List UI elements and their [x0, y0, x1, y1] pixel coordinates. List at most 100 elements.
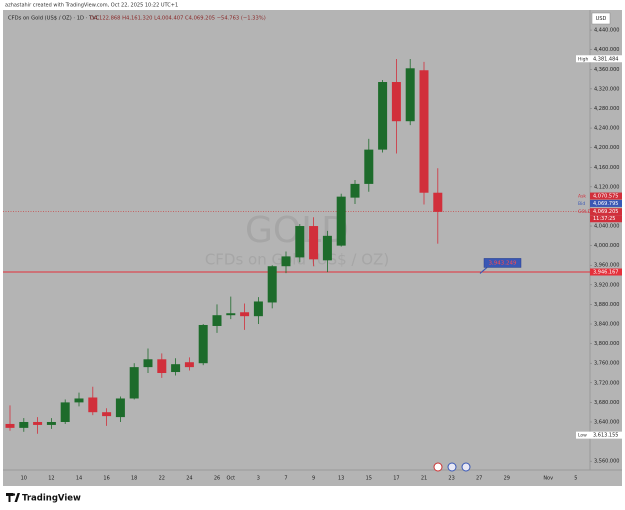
candle-body [226, 313, 236, 316]
candle-body [74, 398, 84, 403]
x-tick-label: 13 [338, 476, 344, 482]
symbol-line: CFDs on Gold (US$ / OZ) · 1D · TVC [8, 16, 100, 22]
y-tick-label: 4,280.000 [594, 106, 619, 112]
price-tag [590, 431, 622, 439]
x-tick-label: 23 [448, 476, 454, 482]
x-tick-label: 10 [21, 476, 27, 482]
price-tag-label: 4,069.795 [593, 201, 618, 207]
x-tick-label: 3 [257, 476, 260, 482]
y-tick-label: 4,320.000 [594, 86, 619, 92]
price-tag-label: 4,381.484 [593, 56, 618, 62]
currency-box[interactable] [591, 12, 611, 25]
x-tick-label: 16 [103, 476, 109, 482]
y-tick-label: 3,720.000 [594, 380, 619, 386]
logo-dot [12, 493, 16, 496]
candle-body [33, 421, 43, 425]
candle-body [433, 192, 443, 212]
countdown-box [590, 215, 622, 223]
candle-body [171, 364, 181, 373]
candle-body [129, 367, 139, 399]
x-tick-label: Nov [543, 476, 553, 482]
x-tick-label: 12 [48, 476, 54, 482]
y-tick-label: 3,840.000 [594, 322, 619, 328]
currency[interactable]: USD [596, 16, 607, 22]
x-tick-label: 5 [574, 476, 577, 482]
candle-body [157, 359, 167, 374]
y-tick-label: 4,440.000 [594, 28, 619, 34]
icon[interactable] [433, 462, 443, 472]
x-tick-label: 29 [504, 476, 510, 482]
candle-body [115, 398, 125, 418]
candle-body [60, 402, 70, 422]
icon[interactable] [461, 462, 471, 472]
y-tick-label: 4,240.000 [594, 126, 619, 132]
candle-body [5, 423, 15, 428]
y-tick-label: 4,360.000 [594, 67, 619, 73]
candle-body [184, 362, 194, 368]
candle-body [322, 235, 332, 261]
candle-body [267, 266, 277, 303]
tag-name-box [576, 431, 590, 439]
candle-body [419, 70, 429, 193]
candle-body [253, 301, 263, 317]
y-tick-label: 4,200.000 [594, 145, 619, 151]
y-tick-label: 4,120.000 [594, 184, 619, 190]
candle-body [364, 149, 374, 184]
y-tick-label: 3,800.000 [594, 341, 619, 347]
x-tick-label: 17 [393, 476, 399, 482]
brand: TradingView [22, 494, 81, 504]
y-tick-label: 3,880.000 [594, 302, 619, 308]
y-tick-label: 3,560.000 [594, 459, 619, 465]
price-tag-name: GOLD [578, 209, 592, 215]
y-tick-label: 3,960.000 [594, 263, 619, 269]
y-tick-label: 4,400.000 [594, 47, 619, 53]
candle-body [19, 421, 29, 428]
candle-body [391, 82, 401, 122]
level-tag-label: 3,946.167 [593, 270, 618, 276]
x-tick-label: 7 [284, 476, 287, 482]
x-tick-label: 9 [312, 476, 315, 482]
y-tick-label: 4,040.000 [594, 224, 619, 230]
candle-body [212, 315, 222, 326]
price-tag [590, 55, 622, 63]
x-tick-label: Oct [226, 476, 235, 482]
price-tag-name: Ask [578, 194, 586, 200]
annotation-pointer [479, 267, 488, 274]
x-tick-label: 21 [421, 476, 427, 482]
price-tag-name: High [578, 56, 588, 62]
candle-body [46, 421, 56, 425]
x-tick-label: 14 [76, 476, 82, 482]
candle-body [198, 324, 208, 364]
countdown: 11:37:25 [593, 216, 615, 222]
candle-body [405, 68, 415, 122]
price-tag-label: 4,069.205 [593, 209, 618, 215]
candle-body [295, 226, 305, 258]
candle-body [378, 82, 388, 150]
x-tick-label: 27 [476, 476, 482, 482]
candle-body [309, 226, 319, 260]
tag-name-box [576, 55, 590, 63]
candle-body [281, 256, 291, 267]
x-tick-label: 15 [366, 476, 372, 482]
y-tick-label: 3,920.000 [594, 282, 619, 288]
price-tag [590, 192, 622, 200]
brand-logo: TradingView [6, 493, 81, 504]
x-tick-label: 24 [186, 476, 192, 482]
price-tag-name: Bid [578, 201, 585, 207]
y-tick-label: 4,160.000 [594, 165, 619, 171]
logo-mark [6, 493, 20, 502]
price-tag-name: Low [578, 433, 587, 439]
annotation-box [483, 258, 522, 268]
price-tag-label: 3,613.155 [593, 433, 618, 439]
price-tag [590, 199, 622, 207]
x-tick-label: 18 [131, 476, 137, 482]
ohlc: O4,122.868 H4,161.320 L4,004.407 C4,069.… [90, 16, 266, 22]
icon[interactable] [447, 462, 457, 472]
watermark-sub: CFDs on Gold (US$ / OZ) [205, 251, 389, 269]
y-tick-label: 3,760.000 [594, 361, 619, 367]
caption: azhastahir created with TradingView.com,… [5, 3, 178, 9]
annotation-label: 3,943.249 [489, 260, 517, 266]
candle-body [143, 359, 153, 368]
